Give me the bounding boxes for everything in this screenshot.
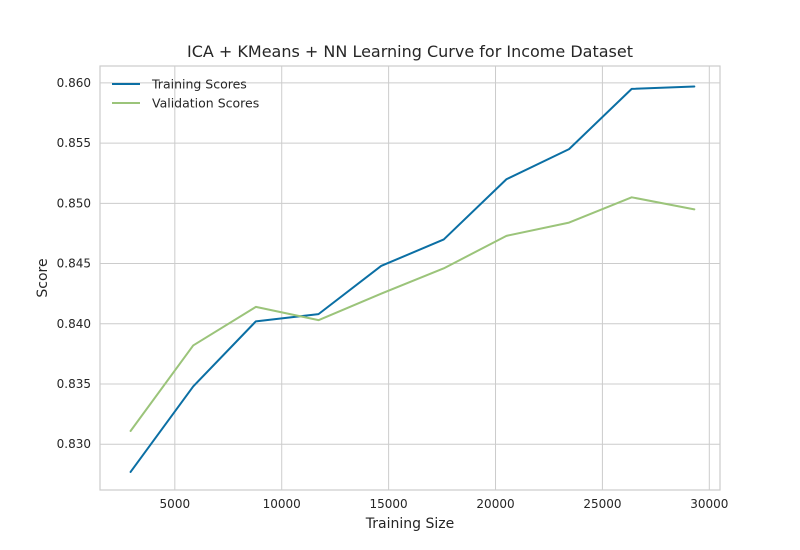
tick-labels: 5000 10000 15000 20000 25000 30000 0.830 0.835 0… [57,76,729,511]
chart-title: ICA + KMeans + NN Learning Curve for Inc… [187,42,633,61]
legend-label-training-scores: Training Scores [151,77,247,92]
y-tick-label: 0.835 [57,377,91,391]
y-tick-label: 0.845 [57,257,91,271]
series-line-validation-scores [129,196,696,432]
y-axis-label: Score [35,258,51,297]
x-tick-label: 15000 [370,497,408,511]
y-tick-label: 0.855 [57,136,91,150]
x-tick-label: 30000 [690,497,728,511]
series-lines [129,85,696,473]
y-tick-label: 0.830 [57,437,91,451]
x-tick-label: 10000 [263,497,301,511]
plot-frame [99,65,721,491]
y-tick-label: 0.840 [57,317,91,331]
x-tick-label: 20000 [476,497,514,511]
x-tick-label: 5000 [160,497,191,511]
x-axis-label: Training Size [365,516,454,532]
x-tick-label: 25000 [583,497,621,511]
series-line-training-scores [129,85,696,473]
legend: Training Scores Validation Scores [112,77,259,111]
y-tick-label: 0.850 [57,196,91,210]
legend-label-validation-scores: Validation Scores [152,96,259,111]
y-tick-label: 0.860 [57,76,91,90]
